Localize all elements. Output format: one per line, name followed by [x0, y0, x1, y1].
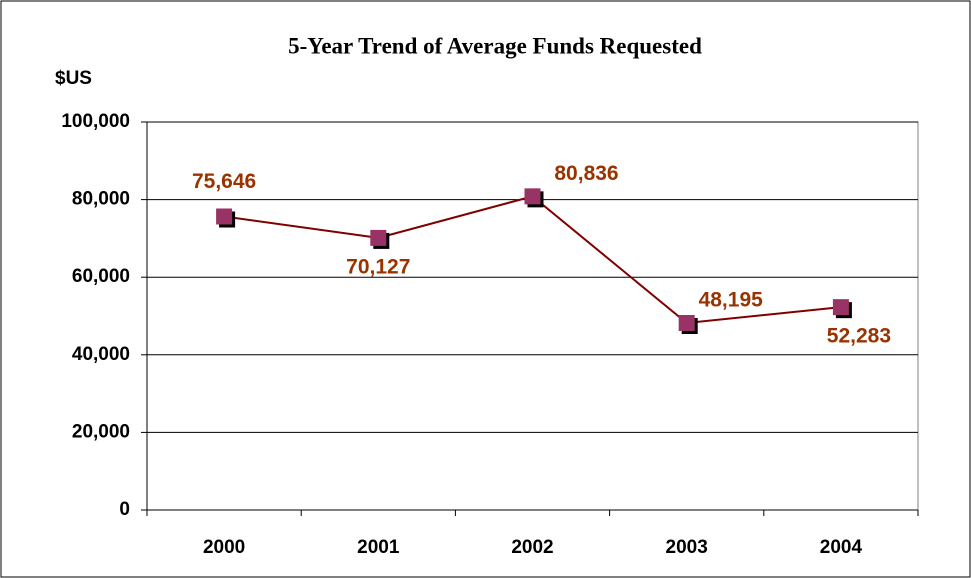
y-axis-label: $US: [55, 68, 92, 89]
data-label: 80,836: [554, 162, 618, 185]
data-label: 70,127: [346, 255, 410, 278]
marker: [370, 229, 387, 246]
y-tick-label: 60,000: [72, 266, 130, 287]
y-tick-label: 0: [119, 499, 130, 520]
marker: [678, 315, 695, 332]
y-tick-label: 100,000: [61, 111, 130, 132]
data-label: 75,646: [192, 170, 256, 193]
x-tick-label: 2004: [820, 537, 863, 558]
x-tick-label: 2002: [511, 537, 553, 558]
data-label: 52,283: [827, 325, 891, 348]
x-tick-label: 2000: [203, 537, 245, 558]
chart-title: 5-Year Trend of Average Funds Requested: [288, 33, 702, 58]
data-label: 48,195: [699, 289, 764, 312]
x-tick-label: 2003: [666, 537, 708, 558]
y-tick-label: 80,000: [72, 189, 130, 210]
x-tick-label: 2001: [357, 537, 400, 558]
marker: [524, 188, 541, 205]
y-tick-label: 40,000: [72, 344, 130, 365]
y-tick-label: 20,000: [72, 421, 130, 442]
marker: [216, 208, 233, 225]
marker: [832, 299, 849, 316]
